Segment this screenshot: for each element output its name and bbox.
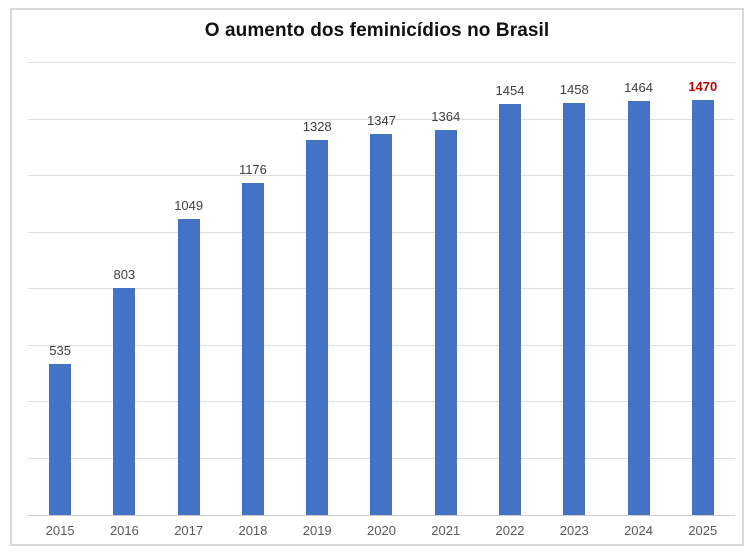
bar-2021 xyxy=(434,129,457,515)
bar-value-label-2017: 1049 xyxy=(174,197,204,213)
bar-value-label-2015: 535 xyxy=(49,342,71,358)
bar-series: 535 803 1049 1176 1328 1347 1364 1454 1458 1464 14… xyxy=(28,63,735,515)
x-tick-2021: 2021 xyxy=(431,522,461,538)
bar-2016 xyxy=(113,288,136,515)
bar-2018 xyxy=(241,182,264,515)
bar-column-2023: 1458 xyxy=(542,63,606,515)
x-tick-2025: 2025 xyxy=(688,522,718,538)
x-tick-2015: 2015 xyxy=(45,522,75,538)
chart-frame: O aumento dos feminicídios no Brasil 535… xyxy=(10,8,744,546)
bar-2017 xyxy=(177,218,200,515)
x-tick-2023: 2023 xyxy=(559,522,589,538)
chart-title: O aumento dos feminicídios no Brasil xyxy=(204,20,550,41)
bar-2020 xyxy=(370,134,393,515)
x-tick-2018: 2018 xyxy=(238,522,268,538)
bar-value-label-2023: 1458 xyxy=(559,82,589,98)
bar-2023 xyxy=(563,103,586,515)
bar-value-label-2020: 1347 xyxy=(367,113,396,129)
bar-column-2025: 1470 xyxy=(671,63,735,515)
x-tick-2017: 2017 xyxy=(174,522,204,538)
x-tick-2022: 2022 xyxy=(495,522,525,538)
bar-value-label-2018: 1176 xyxy=(238,161,267,177)
x-tick-2020: 2020 xyxy=(367,522,396,538)
bar-column-2015: 535 xyxy=(28,63,92,515)
bar-column-2017: 1049 xyxy=(157,63,221,515)
x-tick-2016: 2016 xyxy=(109,522,139,538)
gridline-1600 xyxy=(28,62,735,63)
bar-column-2016: 803 xyxy=(92,63,156,515)
x-tick-2024: 2024 xyxy=(624,522,653,538)
bar-2024 xyxy=(627,101,650,515)
bar-value-label-2016: 803 xyxy=(113,267,136,283)
bar-column-2018: 1176 xyxy=(221,63,285,515)
bar-value-label-2021: 1364 xyxy=(431,108,461,124)
bar-value-label-2019: 1328 xyxy=(302,118,332,134)
bar-2019 xyxy=(306,139,329,515)
bar-value-label-2022: 1454 xyxy=(495,83,525,99)
bar-column-2022: 1454 xyxy=(478,63,542,515)
plot-area: 535 803 1049 1176 1328 1347 1364 1454 1458 1464 14… xyxy=(28,62,735,516)
bar-2015 xyxy=(49,363,72,515)
bar-2022 xyxy=(498,104,521,515)
x-tick-2019: 2019 xyxy=(302,522,332,538)
bar-column-2021: 1364 xyxy=(414,63,478,515)
bar-value-label-2024: 1464 xyxy=(624,80,653,96)
bar-column-2019: 1328 xyxy=(285,63,349,515)
gridline-1400 xyxy=(28,118,735,120)
bar-value-label-2025: 1470 xyxy=(688,78,718,94)
x-axis: 2015 2016 2017 2018 2019 2020 2021 2022 2023 2024… xyxy=(28,519,735,541)
bar-column-2024: 1464 xyxy=(606,63,670,515)
bar-2025 xyxy=(691,99,714,515)
bar-column-2020: 1347 xyxy=(349,63,413,515)
